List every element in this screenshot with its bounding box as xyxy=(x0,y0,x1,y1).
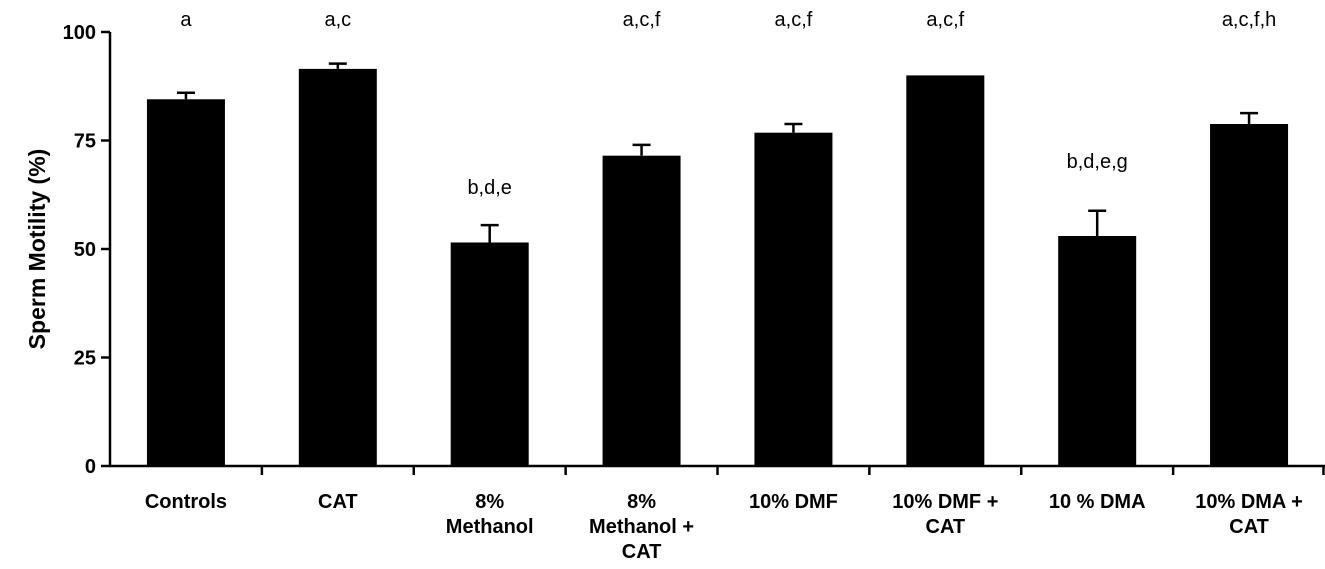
category-label: 10% DMA + xyxy=(1195,491,1303,513)
category-label: Methanol + xyxy=(589,516,694,538)
bar xyxy=(1210,124,1289,467)
category-label: 8% xyxy=(475,491,504,513)
significance-label: a,c xyxy=(324,9,351,31)
significance-label: a,c,f xyxy=(623,9,661,31)
bar xyxy=(602,155,681,466)
error-bars xyxy=(176,62,1259,243)
y-tick-label: 75 xyxy=(74,131,96,153)
y-tick-label: 25 xyxy=(74,348,96,370)
y-tick-label: 50 xyxy=(74,239,96,261)
significance-label: a,c,f,h xyxy=(1222,9,1276,31)
y-tick-label: 100 xyxy=(63,22,96,44)
category-label: Controls xyxy=(145,491,227,513)
significance-label: a xyxy=(180,9,192,31)
y-axis: 0 25 50 75 100 xyxy=(63,22,112,478)
y-tick-label: 0 xyxy=(85,456,96,478)
category-label: CAT xyxy=(318,491,358,513)
category-label: CAT xyxy=(926,516,966,538)
y-axis-title: Sperm Motility (%) xyxy=(24,149,50,350)
bar xyxy=(754,132,833,467)
bar xyxy=(298,68,377,466)
significance-label: b,d,e,g xyxy=(1067,151,1128,173)
significance-label: b,d,e xyxy=(467,177,511,199)
x-axis xyxy=(110,464,1325,475)
category-label: 10% DMF + xyxy=(892,491,998,513)
category-label: 8% xyxy=(627,491,656,513)
bars xyxy=(146,68,1289,467)
category-label: Methanol xyxy=(446,516,534,538)
category-label: 10 % DMA xyxy=(1049,491,1146,513)
category-label: 10% DMF xyxy=(749,491,838,513)
significance-label: a,c,f xyxy=(926,9,964,31)
bar xyxy=(906,75,985,467)
bar xyxy=(146,99,225,467)
bar xyxy=(450,242,529,466)
category-label: CAT xyxy=(622,541,662,563)
significance-labels: a a,c b,d,e a,c,f a,c,f a,c,f b,d,e,g a,c,f,h xyxy=(180,9,1276,199)
category-label: CAT xyxy=(1229,516,1269,538)
significance-label: a,c,f xyxy=(775,9,813,31)
bar xyxy=(1058,235,1137,466)
category-labels: Controls CAT 8% Methanol 8% Methanol + CAT 10% … xyxy=(145,491,1303,563)
